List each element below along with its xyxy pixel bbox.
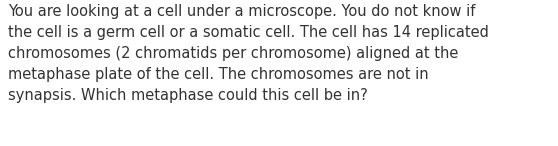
Text: You are looking at a cell under a microscope. You do not know if
the cell is a g: You are looking at a cell under a micros… xyxy=(8,4,489,103)
